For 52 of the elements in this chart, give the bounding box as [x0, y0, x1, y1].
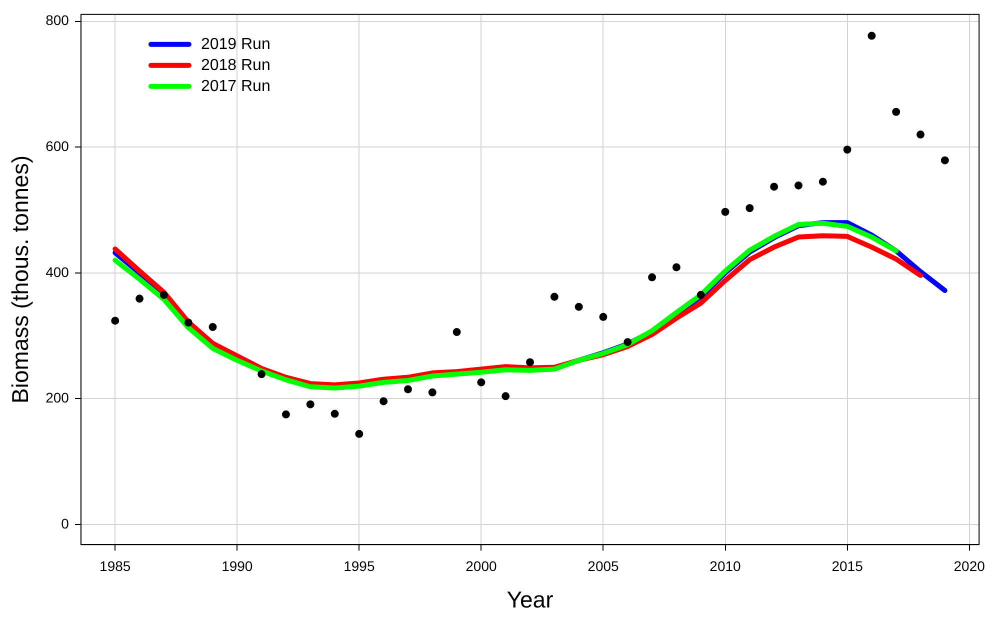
x-axis-title: Year: [506, 586, 554, 613]
point: [330, 410, 339, 418]
point: [355, 430, 364, 438]
point: [282, 410, 290, 418]
point: [770, 182, 778, 191]
point: [404, 385, 412, 394]
y-axis-title: Biomass (thous. tonnes): [7, 155, 34, 404]
x-tick-label: 1985: [100, 558, 131, 574]
point: [696, 290, 705, 299]
point: [380, 397, 388, 406]
legend-label: 2019 Run: [200, 36, 270, 53]
y-tick-label: 800: [46, 12, 70, 28]
point: [721, 208, 730, 216]
point: [550, 292, 558, 301]
point: [111, 316, 120, 325]
point: [526, 358, 534, 366]
x-tick-label: 1995: [344, 558, 375, 574]
point: [843, 146, 852, 154]
x-tick-label: 1990: [222, 558, 253, 574]
point: [160, 290, 168, 299]
y-tick-label: 400: [46, 264, 70, 280]
point: [136, 294, 144, 303]
y-tick-label: 600: [46, 138, 70, 154]
point: [916, 130, 925, 139]
point: [794, 181, 802, 190]
x-tick-label: 2020: [954, 558, 986, 574]
x-tick-label: 2000: [466, 558, 497, 574]
point: [502, 392, 510, 400]
legend-label: 2017 Run: [200, 78, 270, 95]
point: [818, 178, 827, 186]
point: [868, 32, 876, 40]
point: [892, 108, 900, 116]
y-tick-label: 200: [46, 390, 70, 406]
legend-label: 2018 Run: [200, 56, 270, 74]
point: [306, 400, 314, 408]
point: [208, 322, 217, 331]
point: [672, 263, 680, 272]
point: [940, 156, 949, 164]
y-tick-label: 0: [61, 515, 70, 532]
point: [184, 318, 192, 327]
point: [599, 312, 608, 321]
point: [452, 328, 461, 336]
point: [648, 273, 656, 282]
x-tick-label: 2005: [588, 558, 620, 574]
point: [477, 378, 486, 386]
point: [428, 388, 436, 396]
point: [258, 370, 266, 378]
point: [574, 302, 583, 311]
point: [624, 338, 632, 346]
x-tick-label: 2015: [832, 558, 864, 574]
point: [746, 204, 754, 212]
x-tick-label: 2010: [710, 558, 742, 574]
